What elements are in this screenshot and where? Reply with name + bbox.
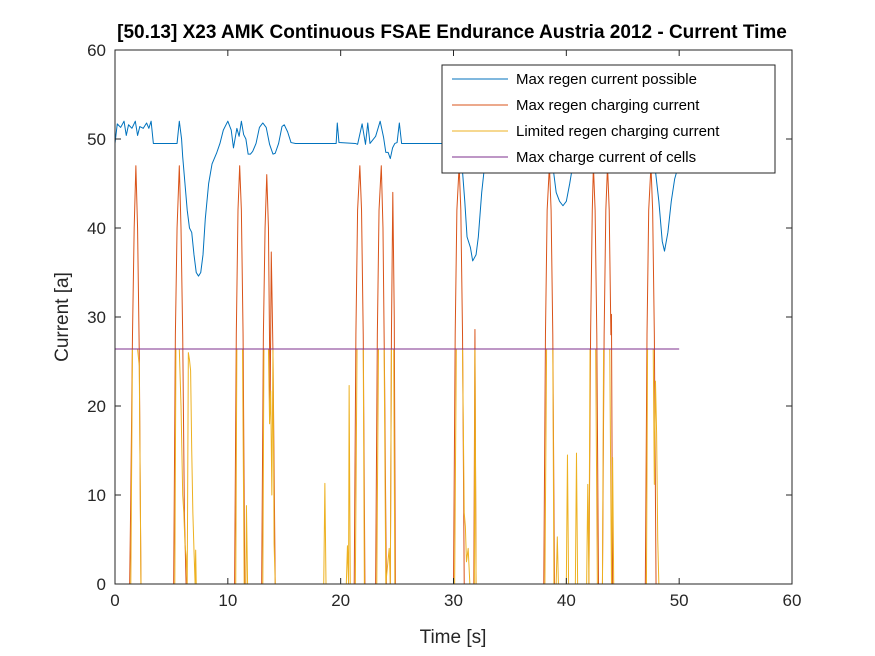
legend-label-3: Limited regen charging current <box>516 123 720 140</box>
x-tick-label: 50 <box>670 591 689 610</box>
x-axis-label: Time [s] <box>420 627 487 648</box>
y-tick-label: 50 <box>87 130 106 149</box>
x-tick-label: 60 <box>783 591 802 610</box>
legend: Max regen current possible Max regen char… <box>441 64 776 174</box>
x-tick-label: 0 <box>110 591 119 610</box>
y-tick-label: 40 <box>87 219 106 238</box>
ticks-layer: 0 10 20 30 40 50 60 0 10 20 30 40 50 60 <box>87 41 801 610</box>
x-tick-label: 10 <box>218 591 237 610</box>
legend-label-2: Max regen charging current <box>516 97 700 114</box>
legend-label-1: Max regen current possible <box>516 71 697 88</box>
chart-title: [50.13] X23 AMK Continuous FSAE Enduranc… <box>117 22 787 43</box>
legend-box <box>441 64 776 174</box>
x-tick-label: 30 <box>444 591 463 610</box>
y-tick-label: 30 <box>87 308 106 327</box>
y-tick-label: 20 <box>87 397 106 416</box>
y-tick-label: 10 <box>87 486 106 505</box>
x-tick-label: 40 <box>557 591 576 610</box>
y-tick-label: 60 <box>87 41 106 60</box>
y-axis-label: Current [a] <box>52 272 73 362</box>
y-tick-label: 0 <box>97 575 106 594</box>
legend-label-4: Max charge current of cells <box>516 149 696 166</box>
x-tick-label: 20 <box>331 591 350 610</box>
